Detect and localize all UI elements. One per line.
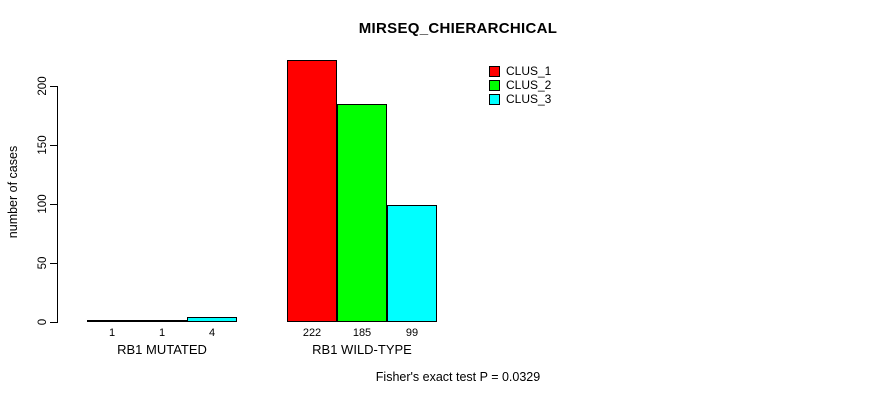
chart-title: MIRSEQ_CHIERARCHICAL — [358, 20, 558, 37]
fisher-test-note: Fisher's exact test P = 0.0329 — [375, 370, 541, 384]
y-tick-mark — [50, 204, 57, 205]
category-label: RB1 MUTATED — [117, 342, 207, 357]
legend-item-clus_1: CLUS_1 — [489, 64, 551, 78]
y-tick-mark — [50, 322, 57, 323]
y-tick-label: 50 — [37, 256, 49, 270]
legend-swatch-icon — [489, 93, 500, 105]
legend-label: CLUS_1 — [506, 64, 552, 78]
bar-value-label: 4 — [208, 327, 216, 339]
bar-clus_1-rb1-mutated — [87, 320, 137, 322]
category-label: RB1 WILD-TYPE — [312, 342, 412, 357]
bar-clus_2-rb1-mutated — [137, 320, 187, 322]
bar-value-label: 99 — [405, 327, 419, 339]
bar-clus_2-rb1-wild-type — [337, 104, 387, 322]
y-tick-mark — [50, 145, 57, 146]
legend-label: CLUS_2 — [506, 78, 552, 92]
y-tick-label: 0 — [37, 318, 49, 326]
y-tick-label: 150 — [37, 135, 49, 155]
bar-value-label: 222 — [302, 327, 322, 339]
y-tick-label: 100 — [37, 194, 49, 214]
bar-clus_3-rb1-wild-type — [387, 205, 437, 322]
y-tick-mark — [50, 86, 57, 87]
bar-value-label: 1 — [108, 327, 116, 339]
y-tick-mark — [50, 263, 57, 264]
y-tick-label: 200 — [37, 76, 49, 96]
bar-value-label: 185 — [352, 327, 372, 339]
legend-item-clus_2: CLUS_2 — [489, 78, 551, 92]
bar-clus_3-rb1-mutated — [187, 317, 237, 322]
bar-clus_1-rb1-wild-type — [287, 60, 337, 322]
bar-value-label: 1 — [158, 327, 166, 339]
y-axis-title: number of cases — [6, 145, 20, 239]
legend: CLUS_1 CLUS_2 CLUS_3 — [489, 64, 551, 106]
legend-item-clus_3: CLUS_3 — [489, 92, 551, 106]
y-axis-line — [57, 86, 58, 323]
legend-label: CLUS_3 — [506, 92, 552, 106]
legend-swatch-icon — [489, 79, 500, 91]
legend-swatch-icon — [489, 65, 500, 77]
